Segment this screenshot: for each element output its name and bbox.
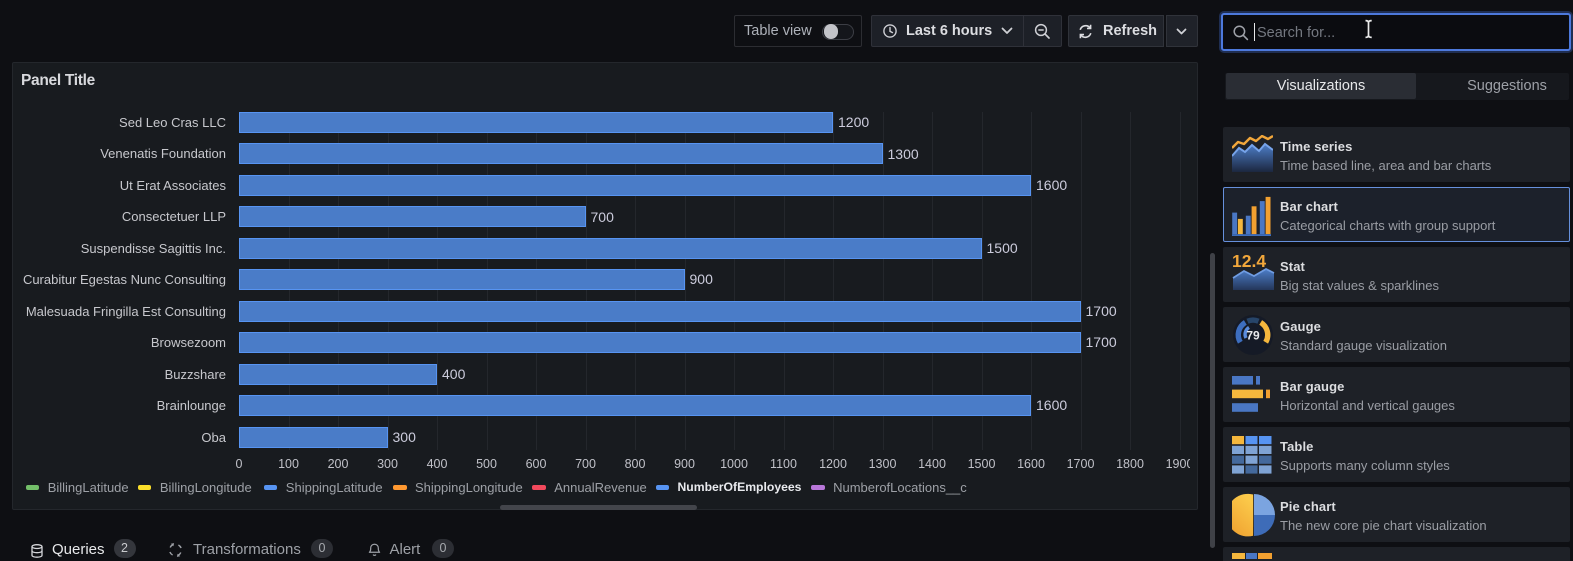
svg-text:12.4: 12.4: [1232, 252, 1266, 271]
svg-text:79: 79: [1246, 328, 1260, 342]
